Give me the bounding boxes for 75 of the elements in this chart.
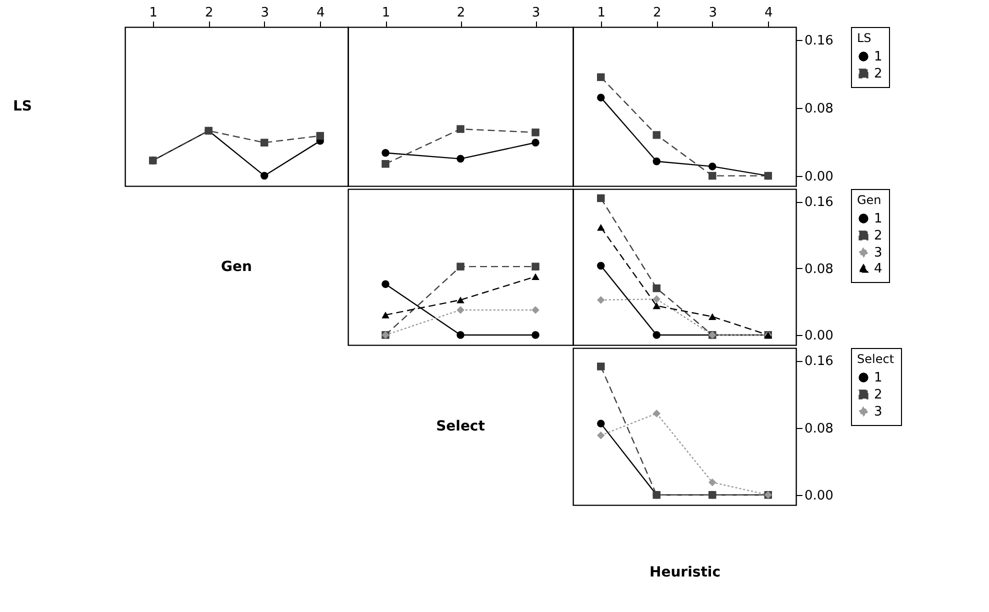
point	[652, 131, 660, 139]
point	[597, 362, 605, 370]
point	[532, 128, 540, 136]
point	[382, 160, 390, 168]
point	[652, 331, 660, 339]
point	[382, 148, 390, 157]
point	[597, 262, 605, 270]
legend-label: 3	[874, 246, 882, 260]
point	[597, 73, 605, 82]
point	[708, 478, 716, 486]
point	[597, 296, 605, 304]
point	[532, 273, 540, 280]
point	[597, 431, 605, 440]
point	[708, 162, 716, 170]
legend-label: 3	[874, 404, 882, 420]
point	[597, 420, 605, 428]
x-tick-label: 2	[204, 6, 214, 20]
point	[316, 132, 324, 140]
point	[597, 94, 605, 102]
point	[708, 172, 716, 180]
point	[456, 262, 464, 270]
y-tick-label: 0.16	[804, 195, 834, 210]
y-tick-label: 0.16	[804, 33, 834, 48]
legend-label: 1	[874, 370, 882, 386]
y-tick-label: 0.00	[804, 328, 834, 344]
legend-label: 2	[874, 228, 882, 244]
point	[260, 172, 268, 180]
y-tick-label: 0.08	[804, 421, 834, 436]
point	[597, 194, 605, 202]
y-tick-label: 0.08	[804, 262, 834, 277]
point	[532, 262, 540, 270]
y-tick-label: 0.00	[804, 488, 834, 504]
x-tick-label: 1	[149, 6, 158, 20]
x-tick-label: 3	[532, 6, 540, 20]
point	[382, 280, 390, 288]
point	[456, 154, 464, 163]
point	[597, 224, 605, 231]
y-axis-title: Gen	[221, 259, 252, 275]
point	[532, 138, 540, 146]
point	[532, 306, 540, 314]
y-axis-title: LS	[13, 98, 32, 114]
x-tick-label: 1	[597, 6, 606, 20]
legend-title: Select	[857, 352, 894, 366]
point	[708, 313, 716, 320]
legend-title: LS	[857, 31, 872, 45]
x-tick-label: 4	[316, 6, 325, 20]
x-tick-label: 2	[652, 6, 662, 20]
point	[382, 312, 390, 318]
y-tick-label: 0.08	[804, 101, 834, 116]
x-tick-label: 3	[260, 6, 270, 20]
legend-label: 2	[874, 66, 882, 82]
point	[456, 331, 464, 339]
point	[652, 410, 660, 418]
legend-title: Gen	[857, 193, 882, 207]
y-tick-label: 0.00	[804, 169, 834, 184]
legend-label: 1	[874, 212, 882, 226]
point	[456, 296, 464, 304]
point	[456, 125, 464, 133]
legend-label: 2	[874, 388, 882, 402]
x-tick-label: 3	[708, 6, 718, 20]
legend-label: 4	[874, 262, 882, 276]
x-tick-label: 4	[764, 6, 773, 20]
point	[456, 306, 464, 314]
x-tick-label: 2	[456, 6, 466, 20]
x-axis-title: Heuristic	[649, 564, 721, 580]
y-axis-title: Select	[436, 418, 486, 434]
y-tick-label: 0.16	[804, 354, 834, 370]
point	[652, 284, 660, 292]
point	[532, 331, 540, 339]
legend-label: 1	[874, 50, 882, 64]
x-tick-label: 1	[382, 6, 390, 20]
point	[652, 157, 660, 166]
point	[652, 302, 660, 310]
point	[652, 295, 660, 303]
point	[260, 138, 268, 147]
